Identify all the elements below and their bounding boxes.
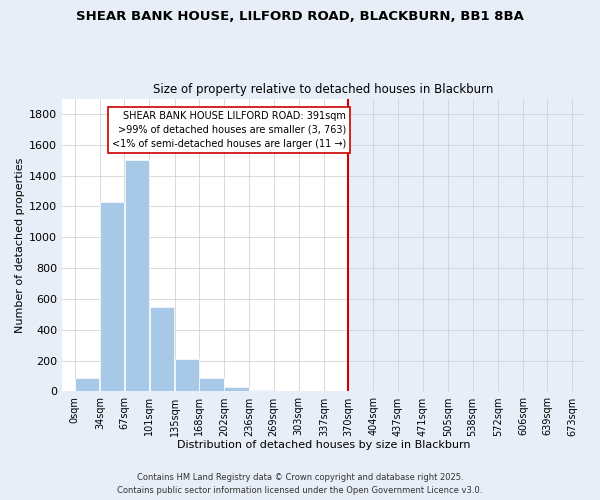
Text: SHEAR BANK HOUSE LILFORD ROAD: 391sqm
>99% of detached houses are smaller (3, 76: SHEAR BANK HOUSE LILFORD ROAD: 391sqm >9… xyxy=(112,111,346,149)
Bar xyxy=(175,359,199,392)
Bar xyxy=(274,390,298,392)
Bar xyxy=(224,387,249,392)
Bar xyxy=(125,160,149,392)
Bar xyxy=(75,378,100,392)
Bar xyxy=(150,306,174,392)
Text: Contains HM Land Registry data © Crown copyright and database right 2025.
Contai: Contains HM Land Registry data © Crown c… xyxy=(118,474,482,495)
X-axis label: Distribution of detached houses by size in Blackburn: Distribution of detached houses by size … xyxy=(177,440,470,450)
Title: Size of property relative to detached houses in Blackburn: Size of property relative to detached ho… xyxy=(154,83,494,96)
Bar xyxy=(100,202,124,392)
Bar xyxy=(250,390,273,392)
Bar xyxy=(224,387,249,392)
Bar xyxy=(75,378,100,392)
Y-axis label: Number of detached properties: Number of detached properties xyxy=(15,158,25,332)
Bar xyxy=(50,98,349,392)
Bar xyxy=(199,378,224,392)
Text: SHEAR BANK HOUSE, LILFORD ROAD, BLACKBURN, BB1 8BA: SHEAR BANK HOUSE, LILFORD ROAD, BLACKBUR… xyxy=(76,10,524,23)
Bar xyxy=(199,378,224,392)
Bar xyxy=(274,390,298,392)
Bar xyxy=(250,390,273,392)
Bar xyxy=(125,160,149,392)
Bar xyxy=(175,359,199,392)
Bar xyxy=(100,202,124,392)
Bar xyxy=(150,306,174,392)
